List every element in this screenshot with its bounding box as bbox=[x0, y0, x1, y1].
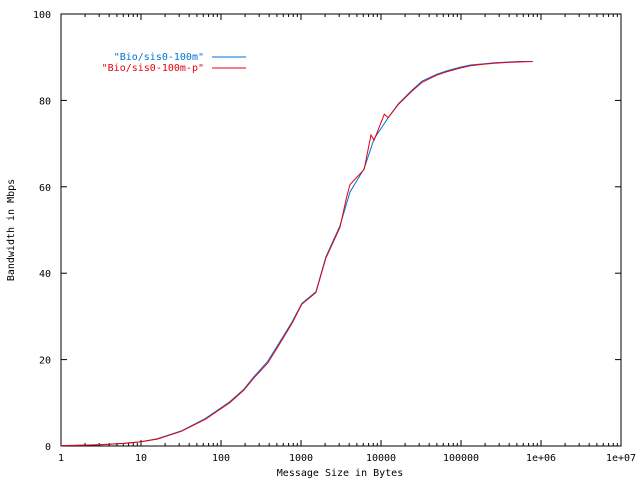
y-tick-label: 20 bbox=[39, 356, 51, 367]
x-tick-label: 10 bbox=[135, 453, 147, 464]
plot-frame bbox=[60, 13, 622, 447]
x-tick-label: 10000 bbox=[366, 453, 396, 464]
x-tick-label: 1 bbox=[58, 453, 64, 464]
y-tick-label: 0 bbox=[45, 442, 51, 453]
series-line-1 bbox=[60, 61, 533, 447]
y-tick-label: 80 bbox=[39, 96, 51, 107]
y-tick-label: 100 bbox=[33, 10, 51, 21]
x-tick-label: 1e+06 bbox=[526, 453, 556, 464]
legend-label-2: "Bio/sis0-100m-p" bbox=[102, 63, 204, 74]
y-tick-label: 60 bbox=[39, 183, 51, 194]
x-tick-label: 100000 bbox=[443, 453, 479, 464]
x-tick-label: 1e+07 bbox=[606, 453, 636, 464]
series-line-2 bbox=[60, 61, 533, 447]
series-lines bbox=[60, 61, 533, 447]
x-axis-label: Message Size in Bytes bbox=[277, 468, 403, 479]
y-axis-label: Bandwidth in Mbps bbox=[6, 179, 17, 281]
x-axis-ticks: 1 10 100 1000 10000 100000 1e+06 1e+07 bbox=[58, 14, 636, 464]
y-axis-ticks: 0 20 40 60 80 100 bbox=[33, 10, 621, 453]
legend: "Bio/sis0-100m""Bio/sis0-100m-p" bbox=[102, 52, 246, 74]
x-tick-label: 1000 bbox=[289, 453, 313, 464]
x-tick-label: 100 bbox=[212, 453, 230, 464]
y-tick-label: 40 bbox=[39, 269, 51, 280]
legend-label-1: "Bio/sis0-100m" bbox=[114, 52, 204, 63]
